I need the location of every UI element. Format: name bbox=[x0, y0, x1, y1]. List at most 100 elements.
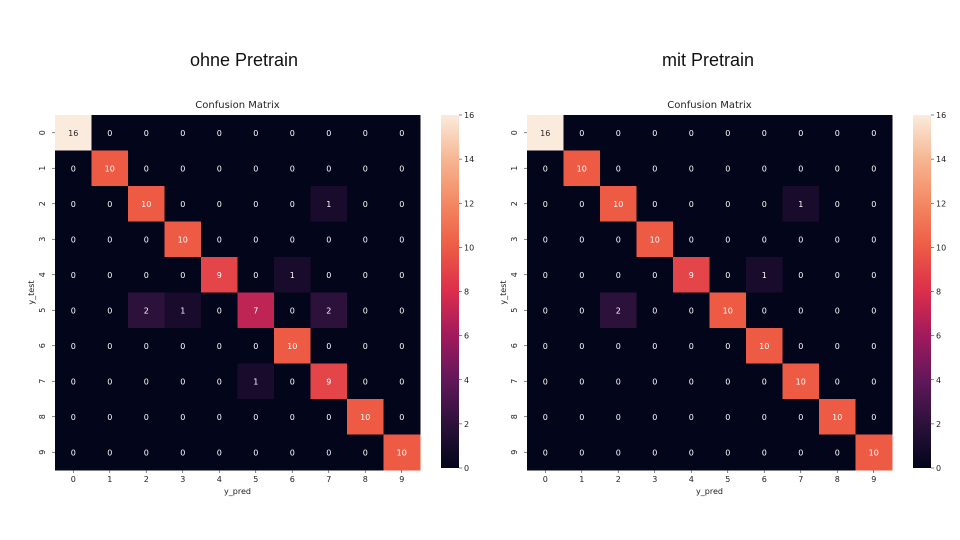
colorbar-tick-label: 14 bbox=[936, 155, 946, 164]
heatmap-cell bbox=[527, 221, 564, 258]
cell-value-label: 0 bbox=[290, 200, 295, 209]
cell-value-label: 0 bbox=[290, 235, 295, 244]
heatmap-cell bbox=[673, 221, 710, 258]
cell-value-label: 0 bbox=[107, 342, 112, 351]
heatmap-cell bbox=[383, 328, 421, 364]
cell-value-label: 0 bbox=[798, 306, 803, 315]
cell-value-label: 0 bbox=[71, 342, 76, 351]
cell-value-label: 0 bbox=[71, 413, 76, 422]
y-tick-label: 1 bbox=[510, 166, 519, 171]
heatmap-cell bbox=[527, 186, 564, 222]
heatmap-cell bbox=[709, 115, 747, 151]
heatmap-cell bbox=[746, 150, 783, 187]
heatmap-cell bbox=[237, 186, 275, 222]
cell-value-label: 0 bbox=[871, 200, 876, 209]
heatmap-cell bbox=[709, 399, 747, 435]
heatmap-cell bbox=[310, 434, 348, 471]
heatmap-cell bbox=[310, 399, 348, 435]
heatmap-cell bbox=[782, 434, 820, 471]
heatmap-cell bbox=[55, 363, 92, 400]
cell-value-label: 1 bbox=[180, 306, 185, 315]
heatmap-cell bbox=[164, 115, 202, 151]
heatmap-cell bbox=[164, 363, 202, 400]
heatmap-cell bbox=[600, 115, 637, 151]
cell-value-label: 0 bbox=[180, 129, 185, 138]
cell-value-label: 0 bbox=[363, 271, 368, 280]
heatmap-cell bbox=[274, 186, 311, 222]
cell-value-label: 10 bbox=[650, 235, 660, 244]
heatmap-cell bbox=[673, 434, 710, 471]
colorbar-tick-label: 6 bbox=[464, 332, 469, 341]
heatmap-cell bbox=[310, 328, 348, 364]
y-tick-label: 6 bbox=[510, 343, 519, 348]
y-tick-label: 3 bbox=[510, 237, 519, 242]
cell-value-label: 0 bbox=[871, 342, 876, 351]
heatmap-cell bbox=[855, 221, 893, 258]
heatmap-cell bbox=[746, 115, 783, 151]
heatmap-cell bbox=[383, 257, 421, 293]
heatmap-cell bbox=[563, 292, 601, 329]
heatmap-cell bbox=[819, 115, 856, 151]
cell-value-label: 0 bbox=[543, 448, 548, 457]
cell-value-label: 0 bbox=[579, 271, 584, 280]
y-tick-label: 2 bbox=[38, 201, 47, 206]
cell-value-label: 0 bbox=[71, 200, 76, 209]
cell-value-label: 0 bbox=[399, 413, 404, 422]
x-tick-label: 1 bbox=[107, 475, 112, 484]
cell-value-label: 16 bbox=[540, 129, 550, 138]
heatmap-cell bbox=[782, 150, 820, 187]
cell-value-label: 0 bbox=[290, 377, 295, 386]
cell-value-label: 0 bbox=[180, 342, 185, 351]
heatmap-cell bbox=[347, 399, 384, 435]
heatmap-cell bbox=[310, 186, 348, 222]
cell-value-label: 0 bbox=[543, 342, 548, 351]
cell-value-label: 0 bbox=[363, 342, 368, 351]
heatmap-cell bbox=[237, 150, 275, 187]
heatmap-cell bbox=[636, 115, 674, 151]
heatmap-cell bbox=[563, 328, 601, 364]
heatmap-cell bbox=[237, 221, 275, 258]
heatmap-cell bbox=[782, 257, 820, 293]
heatmap-cell bbox=[855, 150, 893, 187]
heatmap-cell bbox=[128, 221, 165, 258]
heatmap-cell bbox=[310, 257, 348, 293]
cell-value-label: 0 bbox=[217, 235, 222, 244]
colorbar bbox=[441, 115, 459, 468]
cell-value-label: 0 bbox=[543, 271, 548, 280]
colorbar-tick-label: 0 bbox=[464, 464, 469, 473]
y-tick-label: 5 bbox=[38, 308, 47, 313]
cell-value-label: 0 bbox=[107, 235, 112, 244]
heatmap-cell bbox=[636, 292, 674, 329]
heatmap-cell bbox=[782, 363, 820, 400]
heatmap-cell bbox=[527, 434, 564, 471]
heatmap-cell bbox=[55, 221, 92, 258]
heatmap-cell bbox=[527, 399, 564, 435]
y-tick-label: 7 bbox=[38, 379, 47, 384]
cell-value-label: 0 bbox=[180, 271, 185, 280]
heatmap-cell bbox=[383, 292, 421, 329]
cell-value-label: 10 bbox=[105, 164, 115, 173]
x-tick-label: 3 bbox=[652, 475, 657, 484]
cell-value-label: 0 bbox=[616, 129, 621, 138]
cell-value-label: 0 bbox=[217, 377, 222, 386]
heatmap-cell bbox=[383, 150, 421, 187]
heatmap-cell bbox=[91, 363, 129, 400]
cell-value-label: 0 bbox=[107, 413, 112, 422]
heatmap-cell bbox=[709, 292, 747, 329]
cell-value-label: 0 bbox=[798, 164, 803, 173]
cell-value-label: 0 bbox=[363, 129, 368, 138]
colorbar-tick-label: 10 bbox=[936, 243, 946, 252]
cell-value-label: 2 bbox=[616, 306, 621, 315]
heatmap-cell bbox=[274, 115, 311, 151]
cell-value-label: 0 bbox=[107, 200, 112, 209]
cell-value-label: 0 bbox=[798, 271, 803, 280]
cell-value-label: 0 bbox=[725, 200, 730, 209]
y-axis-label: y_test bbox=[499, 280, 508, 304]
y-tick-label: 4 bbox=[510, 272, 519, 277]
heatmap-cell bbox=[855, 434, 893, 471]
cell-value-label: 0 bbox=[363, 164, 368, 173]
colorbar-tick-label: 12 bbox=[464, 199, 474, 208]
cell-value-label: 0 bbox=[399, 164, 404, 173]
cell-value-label: 10 bbox=[360, 413, 370, 422]
heatmap-cell bbox=[600, 363, 637, 400]
